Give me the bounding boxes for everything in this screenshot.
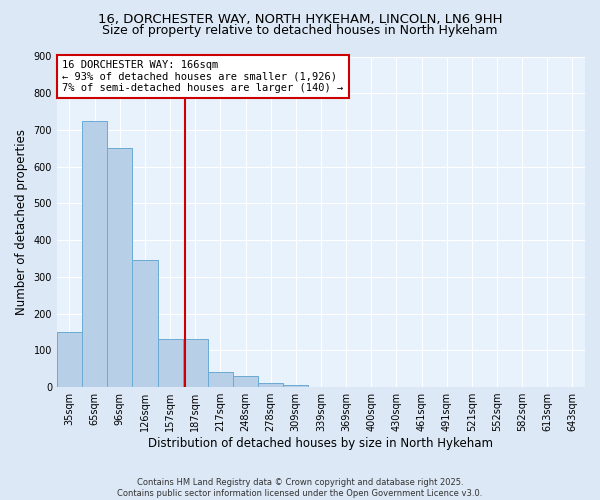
Bar [57, 332, 82, 387]
X-axis label: Distribution of detached houses by size in North Hykeham: Distribution of detached houses by size … [148, 437, 493, 450]
Bar [82, 121, 107, 387]
Bar [182, 340, 208, 387]
Bar [283, 385, 308, 387]
Bar [258, 382, 283, 387]
Bar [208, 372, 233, 387]
Text: 16 DORCHESTER WAY: 166sqm
← 93% of detached houses are smaller (1,926)
7% of sem: 16 DORCHESTER WAY: 166sqm ← 93% of detac… [62, 60, 343, 93]
Bar [107, 148, 133, 387]
Bar [233, 376, 258, 387]
Text: 16, DORCHESTER WAY, NORTH HYKEHAM, LINCOLN, LN6 9HH: 16, DORCHESTER WAY, NORTH HYKEHAM, LINCO… [98, 12, 502, 26]
Bar [158, 340, 182, 387]
Bar [133, 260, 158, 387]
Text: Contains HM Land Registry data © Crown copyright and database right 2025.
Contai: Contains HM Land Registry data © Crown c… [118, 478, 482, 498]
Y-axis label: Number of detached properties: Number of detached properties [15, 129, 28, 315]
Text: Size of property relative to detached houses in North Hykeham: Size of property relative to detached ho… [102, 24, 498, 37]
